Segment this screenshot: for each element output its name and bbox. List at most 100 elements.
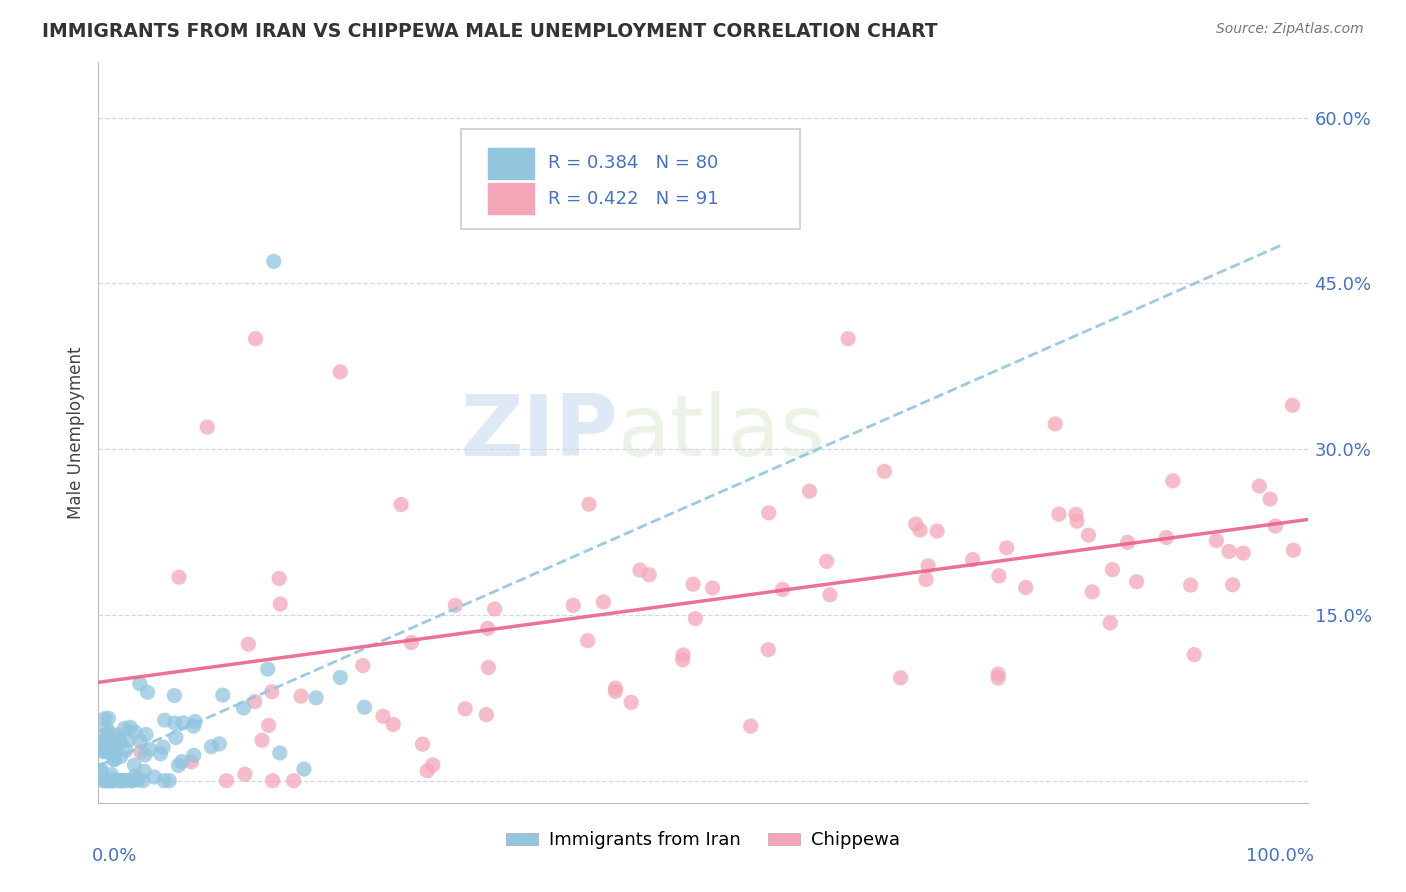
Point <box>484 602 506 616</box>
Point <box>163 689 186 703</box>
Point <box>1045 417 1067 431</box>
Point <box>682 577 704 591</box>
Point <box>136 685 159 699</box>
Point <box>129 734 152 748</box>
Point <box>94 712 117 726</box>
Point <box>605 681 627 695</box>
Point <box>915 573 938 587</box>
Point <box>135 727 157 741</box>
Point <box>1047 507 1070 521</box>
Y-axis label: Male Unemployment: Male Unemployment <box>66 346 84 519</box>
Point <box>269 572 291 586</box>
Point <box>103 752 125 766</box>
Point <box>329 670 352 684</box>
Point <box>90 764 112 779</box>
Point <box>124 725 146 739</box>
Point <box>371 709 394 723</box>
Text: 0.0%: 0.0% <box>93 847 138 865</box>
Point <box>167 570 190 584</box>
Point <box>292 762 315 776</box>
Point <box>1099 615 1122 630</box>
Point <box>815 554 838 568</box>
Point <box>262 773 284 788</box>
Point <box>740 719 762 733</box>
Point <box>454 702 477 716</box>
Point <box>103 773 125 788</box>
Point <box>108 733 131 747</box>
Point <box>128 676 150 690</box>
Point <box>124 769 146 783</box>
Point <box>232 701 254 715</box>
Point <box>110 749 132 764</box>
Point <box>605 684 627 698</box>
Text: ZIP: ZIP <box>461 391 619 475</box>
Point <box>149 747 172 761</box>
Point <box>98 739 121 754</box>
Bar <box>488 183 534 214</box>
Point <box>592 595 614 609</box>
Point <box>233 767 256 781</box>
Point <box>153 773 176 788</box>
Point <box>352 658 374 673</box>
Point <box>129 745 152 759</box>
Point <box>165 731 187 745</box>
Point <box>927 524 949 538</box>
Point <box>215 773 238 788</box>
Point <box>152 740 174 755</box>
Point <box>799 484 821 499</box>
Point <box>180 755 202 769</box>
Point <box>108 773 131 788</box>
Point <box>103 772 125 787</box>
Point <box>93 740 115 755</box>
Point <box>121 773 143 788</box>
Point <box>1232 546 1254 560</box>
Point <box>98 725 121 739</box>
Text: R = 0.422   N = 91: R = 0.422 N = 91 <box>548 190 718 208</box>
Point <box>1015 581 1038 595</box>
Point <box>534 199 557 213</box>
Point <box>1282 543 1305 558</box>
Point <box>91 735 114 749</box>
Point <box>115 773 138 788</box>
Point <box>111 773 134 788</box>
Point <box>995 541 1018 555</box>
Point <box>477 660 499 674</box>
Point <box>620 695 643 709</box>
Point <box>873 464 896 478</box>
Point <box>127 772 149 787</box>
Point <box>1258 492 1281 507</box>
Point <box>305 690 328 705</box>
Point <box>124 758 146 772</box>
Bar <box>488 147 534 178</box>
Point <box>889 671 911 685</box>
Point <box>114 773 136 788</box>
Point <box>260 684 283 698</box>
Point <box>243 694 266 708</box>
Point <box>101 773 124 788</box>
Point <box>962 552 984 566</box>
Point <box>103 753 125 767</box>
Point <box>475 707 498 722</box>
Point <box>1218 544 1240 558</box>
Point <box>672 648 695 662</box>
Point <box>1180 578 1202 592</box>
Point <box>412 737 434 751</box>
Point <box>818 588 841 602</box>
Point <box>121 773 143 788</box>
Point <box>97 711 120 725</box>
Point <box>1125 574 1147 589</box>
Point <box>183 748 205 763</box>
Point <box>94 721 117 735</box>
Point <box>269 597 291 611</box>
Point <box>195 420 218 434</box>
Point <box>134 747 156 762</box>
Point <box>283 773 305 788</box>
Point <box>685 612 707 626</box>
Point <box>100 773 122 788</box>
Point <box>96 773 118 788</box>
Point <box>904 517 927 532</box>
Point <box>90 735 112 749</box>
Point <box>987 569 1010 583</box>
FancyBboxPatch shape <box>461 129 800 229</box>
Point <box>917 558 939 573</box>
